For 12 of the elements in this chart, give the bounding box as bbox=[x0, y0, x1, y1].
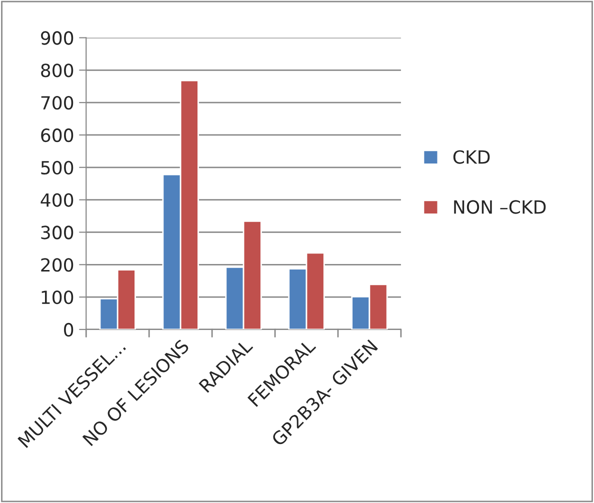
y-tick-label: 200 bbox=[41, 258, 74, 272]
y-tick-label: 700 bbox=[41, 96, 74, 110]
y-tick-label: 300 bbox=[41, 226, 74, 240]
y-tick-label: 400 bbox=[40, 193, 74, 207]
legend-label: CKD bbox=[453, 150, 490, 164]
y-tick-label: 600 bbox=[41, 128, 74, 142]
y-tick-label: 100 bbox=[42, 290, 74, 304]
y-tick-label: 800 bbox=[41, 64, 74, 78]
legend-label: NON –CKD bbox=[454, 200, 546, 214]
y-tick-label: 900 bbox=[41, 31, 74, 45]
y-tick-label: 0 bbox=[64, 322, 74, 337]
y-tick-label: 500 bbox=[41, 160, 74, 175]
